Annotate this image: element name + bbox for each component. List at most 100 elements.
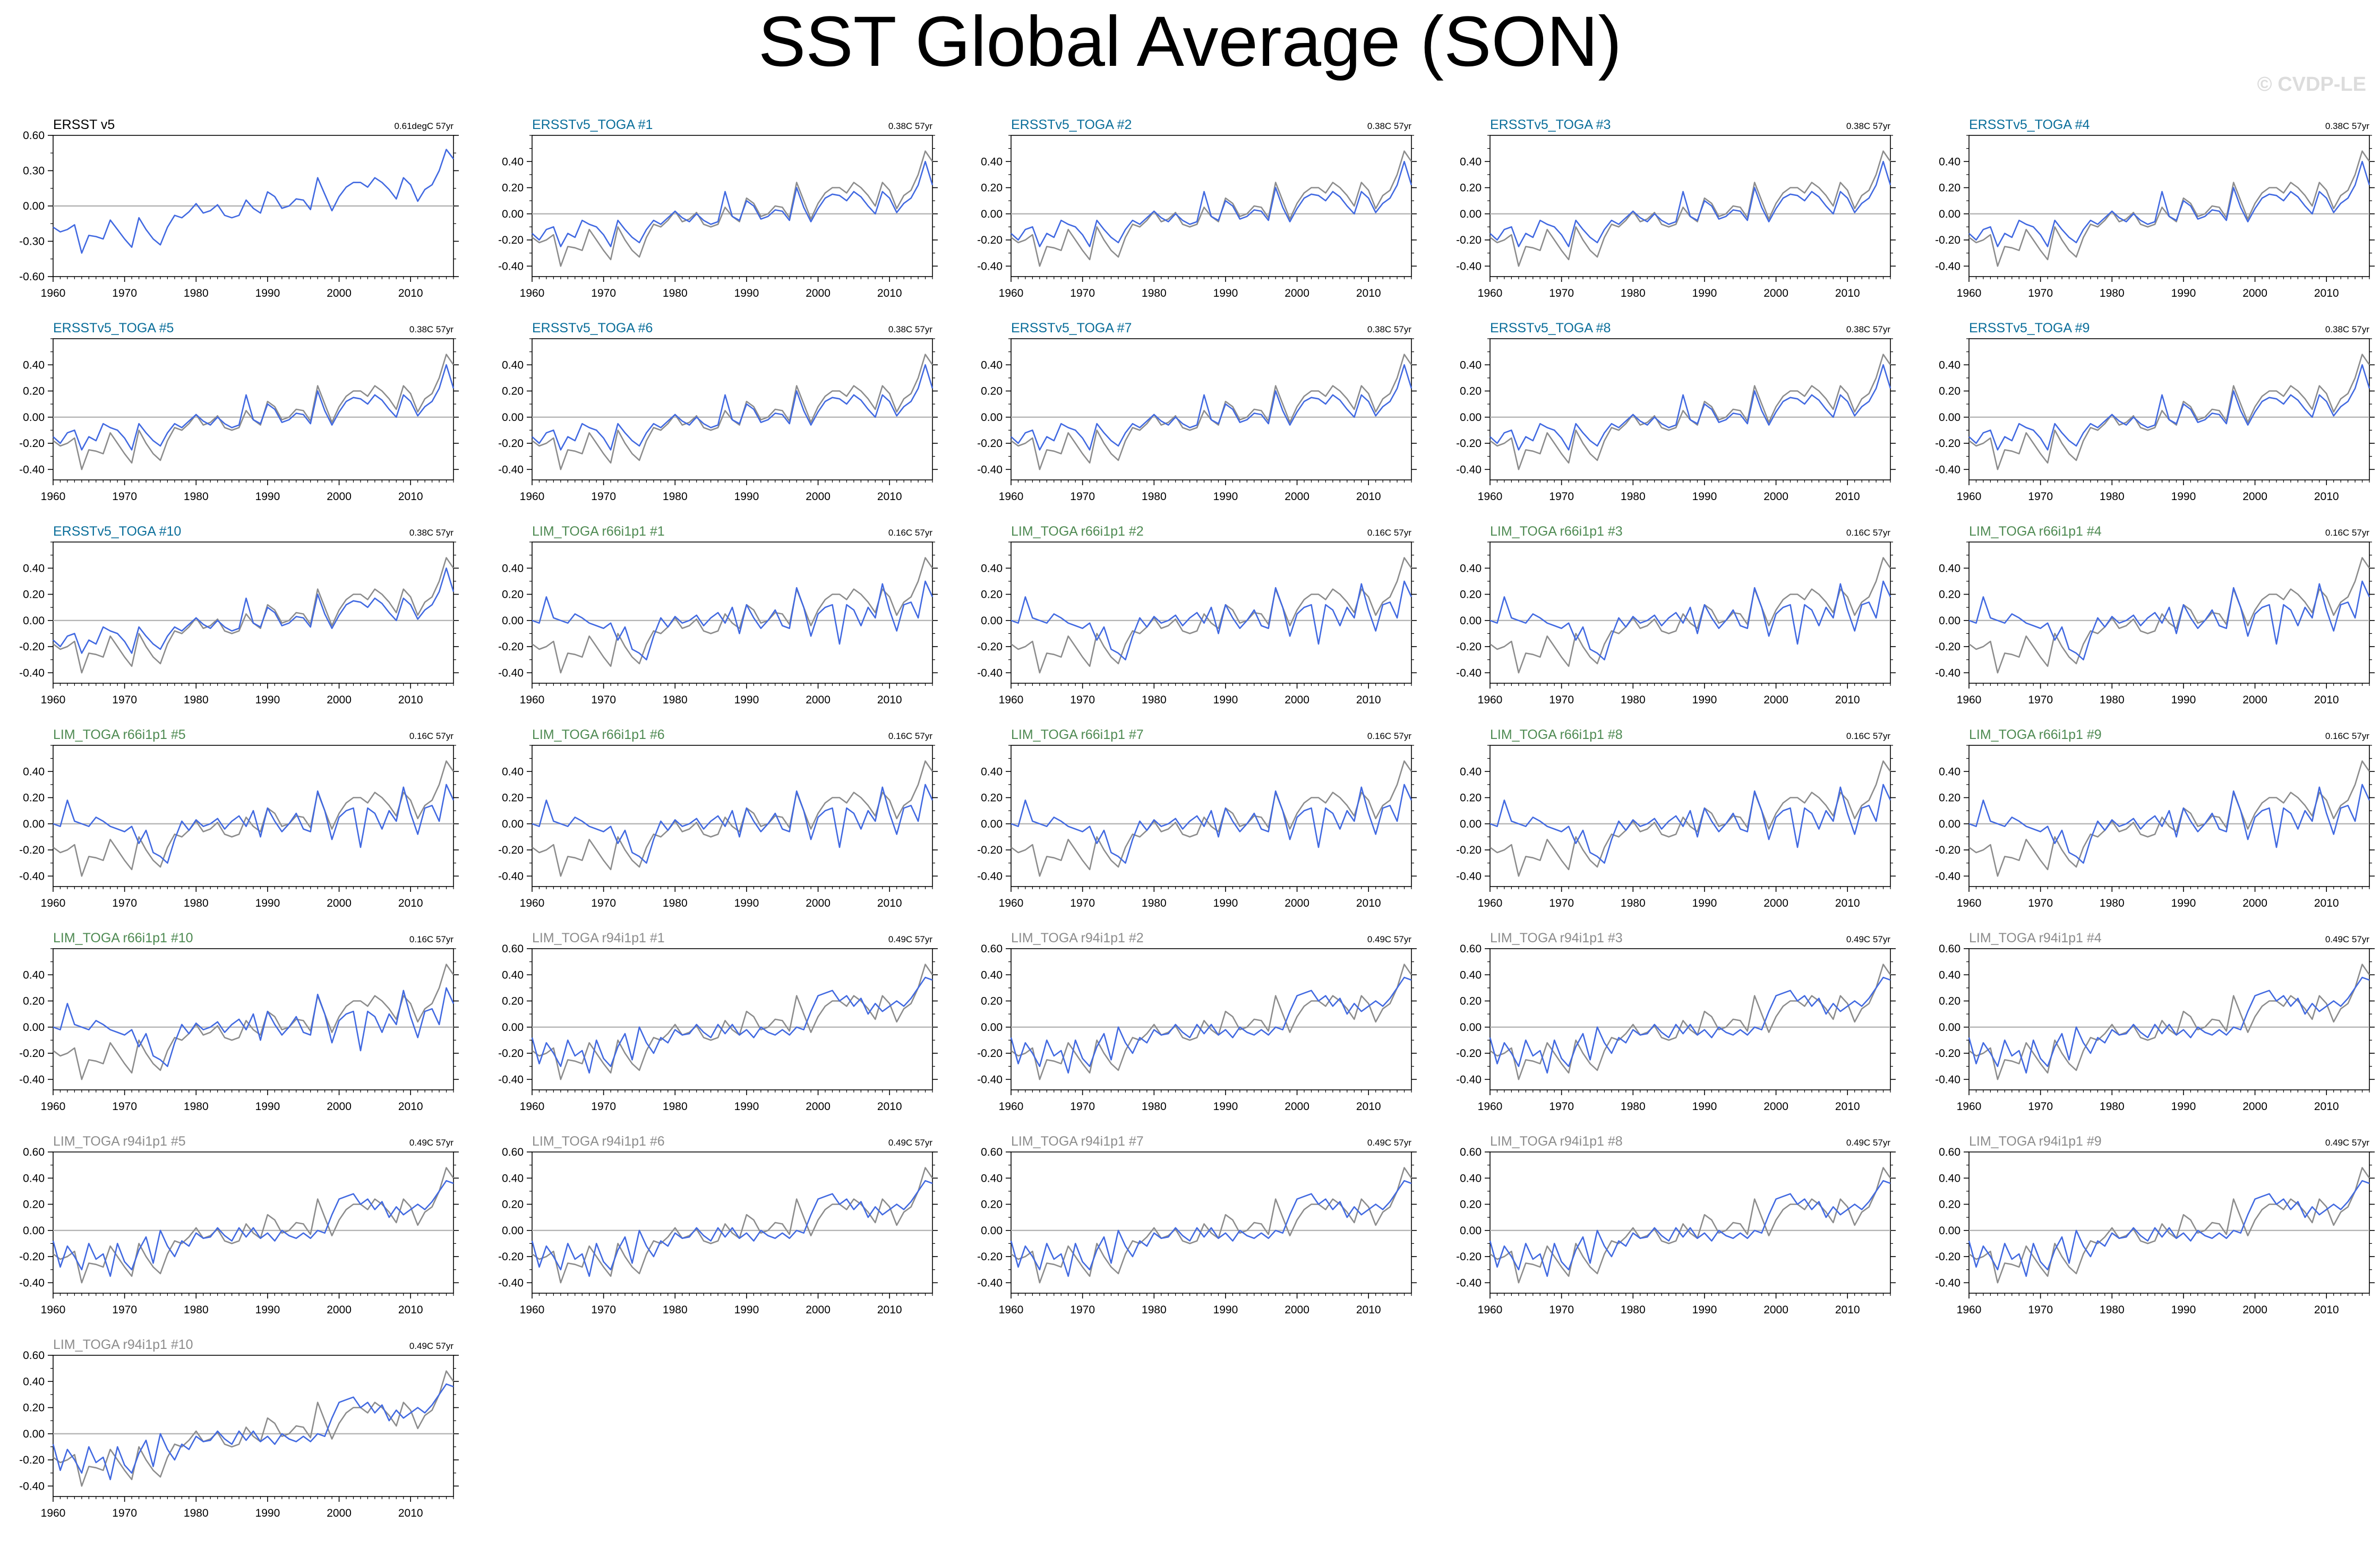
y-tick-label: 0.00 [1939, 411, 1960, 424]
trend-label: 0.49C 57yr [2325, 934, 2369, 944]
y-tick-label: -0.40 [977, 667, 1003, 679]
x-tick-label: 2010 [2314, 491, 2339, 503]
y-tick-label: 0.00 [1460, 1225, 1482, 1237]
y-tick-label: 0.40 [981, 1172, 1003, 1184]
panel-30: LIM_TOGA r94i1p1 #9 0.49C 57yr 0.60 0.40 0.2… [1935, 1134, 2375, 1316]
x-tick-label: 2000 [1763, 694, 1788, 706]
y-tick-label: -0.20 [19, 437, 45, 450]
y-tick-label: -0.30 [19, 236, 45, 248]
y-tick-label: 0.20 [981, 182, 1003, 194]
x-tick-label: 1990 [2171, 694, 2196, 706]
y-tick-label: -0.40 [498, 1073, 524, 1086]
y-tick-label: -0.20 [1935, 234, 1960, 246]
series-observations [1489, 150, 1891, 267]
x-tick-label: 1960 [41, 491, 66, 503]
y-tick-label: 0.20 [1460, 1199, 1482, 1211]
plot-frame [1011, 1151, 1412, 1294]
x-tick-label: 1990 [255, 491, 280, 503]
x-tick-label: 1960 [1957, 897, 1982, 909]
x-tick-label: 2010 [398, 694, 423, 706]
y-tick-label: -0.20 [977, 1047, 1003, 1060]
y-tick-label: 0.00 [23, 615, 45, 627]
plot-frame [1968, 135, 2370, 277]
y-tick-label: 0.00 [502, 818, 524, 830]
y-tick-label: 0.00 [23, 411, 45, 424]
x-tick-label: 2000 [1285, 1100, 1309, 1113]
y-tick-label: 0.20 [1939, 589, 1960, 601]
plot-frame [53, 1151, 454, 1294]
x-tick-label: 1980 [1142, 491, 1167, 503]
x-tick-label: 1980 [2100, 287, 2125, 299]
x-tick-label: 2010 [2314, 694, 2339, 706]
panel-20: LIM_TOGA r66i1p1 #9 0.16C 57yr 0.40 0.20 0.0… [1935, 727, 2375, 909]
x-tick-label: 1980 [1621, 897, 1646, 909]
x-tick-label: 1960 [1957, 1100, 1982, 1113]
trend-label: 0.49C 57yr [888, 1138, 932, 1148]
y-tick-label: -0.20 [498, 234, 524, 246]
x-tick-label: 2000 [327, 1507, 352, 1519]
x-tick-label: 1970 [1549, 287, 1574, 299]
series-observations [1011, 150, 1412, 267]
x-tick-label: 1970 [1070, 897, 1095, 909]
x-tick-label: 1980 [1621, 287, 1646, 299]
x-tick-label: 2010 [1835, 491, 1860, 503]
x-tick-label: 1980 [1621, 694, 1646, 706]
x-tick-label: 1960 [999, 694, 1024, 706]
x-tick-label: 1990 [2171, 287, 2196, 299]
panel-12: LIM_TOGA r66i1p1 #1 0.16C 57yr 0.40 0.20 0.0… [498, 524, 938, 706]
x-tick-label: 1960 [520, 1304, 545, 1316]
x-tick-label: 1960 [520, 1100, 545, 1113]
y-tick-label: 0.20 [1939, 385, 1960, 398]
y-tick-label: -0.40 [19, 463, 45, 476]
x-tick-label: 1980 [2100, 897, 2125, 909]
x-tick-label: 1970 [2028, 1304, 2053, 1316]
y-tick-label: 0.60 [502, 1146, 524, 1158]
x-tick-label: 1970 [1070, 491, 1095, 503]
x-tick-label: 2000 [806, 694, 831, 706]
panel-14: LIM_TOGA r66i1p1 #3 0.16C 57yr 0.40 0.20 0.0… [1456, 524, 1896, 706]
x-tick-label: 1960 [1957, 1304, 1982, 1316]
x-tick-label: 1970 [1070, 287, 1095, 299]
y-tick-label: 0.00 [1939, 615, 1960, 627]
panel-29: LIM_TOGA r94i1p1 #8 0.49C 57yr 0.60 0.40 0.2… [1456, 1134, 1896, 1316]
y-tick-label: -0.40 [498, 667, 524, 679]
x-tick-label: 2010 [877, 1304, 902, 1316]
x-tick-label: 2010 [398, 1100, 423, 1113]
series-model [1011, 784, 1412, 864]
trend-label: 0.16C 57yr [409, 934, 453, 944]
panel-18: LIM_TOGA r66i1p1 #7 0.16C 57yr 0.40 0.20 0.0… [977, 727, 1417, 909]
x-tick-label: 1990 [2171, 897, 2196, 909]
y-tick-label: -0.20 [1456, 844, 1482, 856]
panel-label: LIM_TOGA r66i1p1 #10 [53, 931, 193, 945]
y-tick-label: 0.20 [981, 589, 1003, 601]
panel-label: ERSSTv5_TOGA #1 [532, 117, 653, 132]
y-tick-label: 0.20 [502, 182, 524, 194]
y-tick-label: 0.20 [981, 995, 1003, 1008]
series-observations [532, 150, 934, 267]
y-tick-label: 0.60 [23, 1146, 45, 1158]
y-tick-label: 0.40 [23, 766, 45, 778]
x-tick-label: 2010 [2314, 897, 2339, 909]
x-tick-label: 2010 [1835, 897, 1860, 909]
series-model [532, 784, 934, 864]
x-tick-label: 1980 [184, 491, 209, 503]
trend-label: 0.16C 57yr [1846, 528, 1890, 538]
y-tick-label: -0.20 [1935, 641, 1960, 653]
panel-28: LIM_TOGA r94i1p1 #7 0.49C 57yr 0.60 0.40 0.2… [977, 1134, 1417, 1316]
x-tick-label: 1990 [734, 287, 759, 299]
x-tick-label: 1960 [41, 287, 66, 299]
y-tick-label: 0.20 [1939, 1199, 1960, 1211]
y-tick-label: 0.00 [502, 411, 524, 424]
trend-label: 0.49C 57yr [1367, 934, 1411, 944]
panel-2: ERSSTv5_TOGA #1 0.38C 57yr 0.40 0.20 0.00 -0.… [498, 117, 938, 299]
y-tick-label: 0.00 [1460, 818, 1482, 830]
panel-27: LIM_TOGA r94i1p1 #6 0.49C 57yr 0.60 0.40 0.2… [498, 1134, 938, 1316]
y-tick-label: -0.20 [1456, 234, 1482, 246]
x-tick-label: 1970 [591, 287, 616, 299]
x-tick-label: 2000 [2242, 694, 2267, 706]
series-observations [1489, 557, 1891, 674]
x-tick-label: 2000 [1285, 491, 1309, 503]
y-tick-label: 0.40 [502, 1172, 524, 1184]
x-tick-label: 1970 [112, 1100, 137, 1113]
x-tick-label: 1990 [1692, 1304, 1717, 1316]
